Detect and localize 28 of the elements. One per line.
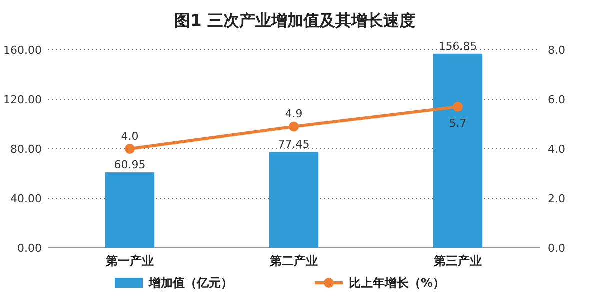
legend-label: 增加值（亿元） bbox=[148, 276, 233, 290]
bar bbox=[105, 172, 155, 248]
point bbox=[453, 102, 463, 112]
x-tick-label: 第三产业 bbox=[433, 254, 482, 268]
data-label: 77.45 bbox=[278, 138, 310, 152]
bar bbox=[433, 54, 483, 248]
y-tick-label: 40.00 bbox=[10, 192, 42, 206]
y2-tick-label: 0.0 bbox=[548, 242, 566, 255]
chart-title: 图1 三次产业增加值及其增长速度 bbox=[174, 11, 416, 30]
y2-tick-label: 4.0 bbox=[548, 143, 566, 156]
x-tick-label: 第一产业 bbox=[105, 254, 154, 268]
x-tick-label: 第二产业 bbox=[269, 254, 318, 268]
y-tick-label: 80.00 bbox=[10, 143, 42, 156]
y2-tick-label: 2.0 bbox=[548, 192, 566, 206]
y-tick-label: 0.00 bbox=[18, 242, 42, 255]
point bbox=[289, 122, 299, 132]
y-tick-label: 120.00 bbox=[4, 94, 42, 106]
y2-tick-label: 6.0 bbox=[548, 94, 566, 106]
bar bbox=[269, 152, 319, 248]
data-label: 60.95 bbox=[114, 158, 146, 172]
data-label: 4.0 bbox=[121, 130, 139, 143]
data-label: 4.9 bbox=[285, 108, 303, 121]
y2-tick-label: 8.0 bbox=[548, 44, 566, 57]
data-label: 5.7 bbox=[449, 116, 467, 130]
y-tick-label: 160.00 bbox=[4, 44, 42, 57]
point bbox=[125, 144, 135, 154]
data-label: 156.85 bbox=[438, 40, 478, 53]
legend-label: 比上年增长（%） bbox=[349, 276, 446, 290]
